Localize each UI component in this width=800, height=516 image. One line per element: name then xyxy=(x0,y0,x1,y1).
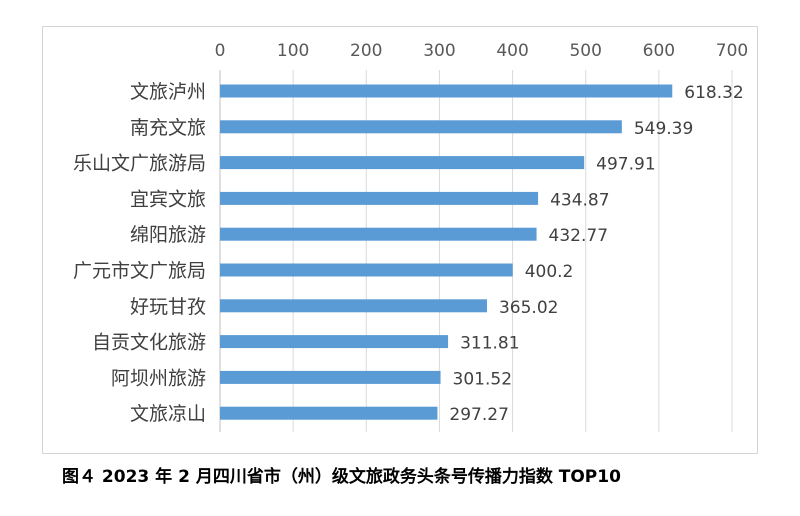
x-tick-label: 0 xyxy=(215,41,226,61)
x-tick-label: 600 xyxy=(643,41,675,61)
category-label: 自贡文化旅游 xyxy=(92,332,206,354)
data-label: 432.77 xyxy=(549,226,608,246)
x-tick-label: 300 xyxy=(423,41,455,61)
category-label: 阿坝州旅游 xyxy=(111,367,206,389)
bar-1 xyxy=(220,120,622,134)
bar-4 xyxy=(220,227,537,241)
category-label: 宜宾文旅 xyxy=(130,188,206,210)
data-label: 311.81 xyxy=(460,334,519,354)
bar-6 xyxy=(220,299,487,313)
data-label: 301.52 xyxy=(453,369,512,389)
bar-5 xyxy=(220,263,513,277)
x-tick-label: 500 xyxy=(569,41,601,61)
bar-3 xyxy=(220,191,539,205)
category-label: 广元市文广旅局 xyxy=(73,260,206,282)
data-label: 618.32 xyxy=(684,83,743,103)
category-label: 绵阳旅游 xyxy=(130,224,206,246)
x-tick-label: 200 xyxy=(350,41,382,61)
bar-2 xyxy=(220,156,585,170)
category-label: 好玩甘孜 xyxy=(130,296,206,318)
category-label: 文旅泸州 xyxy=(130,81,206,103)
bar-9 xyxy=(220,406,438,420)
data-label: 434.87 xyxy=(550,190,609,210)
figure-caption: 图４ 2023 年 2 月四川省市（州）级文旅政务头条号传播力指数 TOP10 xyxy=(62,467,621,487)
category-label: 文旅凉山 xyxy=(130,403,206,425)
x-tick-label: 100 xyxy=(277,41,309,61)
category-label: 乐山文广旅游局 xyxy=(73,153,206,175)
x-tick-label: 400 xyxy=(496,41,528,61)
data-label: 497.91 xyxy=(596,155,655,175)
bar-0 xyxy=(220,84,673,98)
x-tick-label: 700 xyxy=(716,41,748,61)
data-label: 297.27 xyxy=(449,405,508,425)
category-label: 南充文旅 xyxy=(130,117,206,139)
bar-7 xyxy=(220,335,449,349)
bar-8 xyxy=(220,370,441,384)
data-label: 400.2 xyxy=(525,262,574,282)
data-label: 549.39 xyxy=(634,119,693,139)
data-label: 365.02 xyxy=(499,298,558,318)
